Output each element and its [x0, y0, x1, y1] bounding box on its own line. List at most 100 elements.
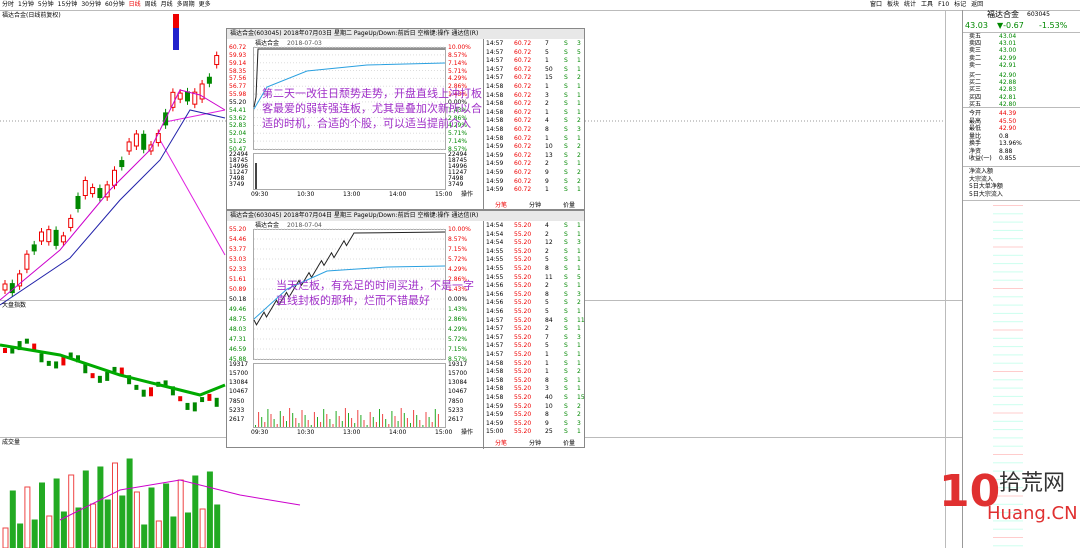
trade-cell: S [564, 48, 568, 56]
trade-cell: 60.72 [514, 91, 532, 99]
menu-item[interactable]: 统计 [904, 1, 917, 8]
tick-row [993, 238, 1023, 240]
vol-bar [366, 425, 368, 427]
tick-row [993, 329, 1023, 331]
tab[interactable]: 月线 [160, 1, 173, 8]
trade-cell: 60.72 [514, 134, 532, 142]
trade-cell: 2 [577, 177, 581, 185]
trade-cell: 2 [577, 143, 581, 151]
vol-bar [298, 423, 300, 427]
trade-cell: 14:57 [486, 325, 504, 333]
trade-cell: 55.20 [514, 273, 532, 281]
volume-tick: 10467 [229, 388, 249, 396]
trade-cell: 3 [577, 239, 581, 247]
trade-cell: 1 [577, 100, 581, 108]
trade-cell: 4 [545, 117, 549, 125]
tick-row [993, 296, 1023, 298]
main-title: 福达合金(日线前复权) [2, 12, 61, 19]
trade-cell: 1 [577, 282, 581, 290]
tab[interactable]: 30分钟 [81, 1, 101, 8]
pct-tick: 1.43% [448, 306, 468, 313]
trade-cell: 1 [577, 108, 581, 116]
tick-row [993, 520, 1023, 522]
volume-tick: 7850 [229, 397, 245, 405]
book-label: 买四 [969, 93, 982, 101]
trade-cell: S [564, 282, 568, 290]
price-tick: 60.72 [229, 44, 247, 51]
trade-cell: 14:58 [486, 368, 504, 376]
pct-tick: 1.43% [448, 106, 468, 114]
candle [75, 195, 81, 209]
pct-tick: 0.00% [448, 98, 468, 106]
vol-bar [335, 411, 337, 427]
stat-value: 42.90 [999, 125, 1017, 132]
vol-bar [388, 424, 390, 427]
book-label: 买三 [969, 86, 982, 94]
stat-label: 收益(一) [969, 155, 992, 162]
book-label: 卖二 [969, 54, 982, 62]
price-tick: 50.47 [229, 146, 247, 153]
trade-cell: S [564, 256, 568, 264]
pct-tick: 5.72% [448, 256, 468, 263]
vol-bar [301, 410, 303, 427]
tab[interactable]: 1分钟 [18, 1, 34, 8]
menu-item[interactable]: 标记 [954, 1, 967, 8]
price-line [253, 48, 445, 108]
candle [2, 283, 8, 291]
price-tick: 59.93 [229, 51, 247, 59]
tick-row [993, 304, 1023, 306]
trade-cell: 14:58 [486, 394, 504, 401]
trade-cell: 60.72 [514, 169, 532, 176]
vol-bar [261, 417, 263, 427]
trade-cell: 5 [545, 48, 549, 56]
trade-cell: 2 [545, 325, 549, 333]
menu-item[interactable]: 窗口 [870, 1, 883, 8]
vol-bar [357, 410, 359, 427]
list-tab: 分笔 [495, 202, 508, 209]
index-candle [200, 397, 205, 403]
trade-cell: 60.72 [514, 40, 532, 47]
time-tick: 10:30 [297, 191, 315, 198]
index-candle [39, 353, 44, 363]
menu-item[interactable]: 板块 [887, 1, 900, 8]
price-tick: 51.25 [229, 138, 247, 146]
menu-item[interactable]: F10 [938, 1, 950, 8]
vol-bar [279, 411, 281, 427]
vol-bar [295, 418, 297, 427]
price-tick: 54.46 [229, 236, 247, 243]
menu-item[interactable]: 工具 [921, 1, 934, 8]
tab[interactable]: 分时 [2, 1, 15, 8]
trade-cell: 14:58 [486, 359, 504, 367]
tab[interactable]: 周线 [144, 1, 157, 8]
index-candle [214, 397, 219, 407]
index-candle [17, 341, 22, 351]
trade-cell: 2 [577, 151, 581, 159]
volume-bar [155, 520, 162, 548]
pct-tick: 8.57% [448, 146, 468, 153]
tick-row [993, 354, 1023, 356]
vol-bar [379, 409, 380, 427]
intraday-chart [253, 221, 484, 449]
time-tick: 13:00 [343, 429, 361, 436]
vol-bar [425, 412, 427, 427]
tab[interactable]: 多周期 [176, 1, 195, 8]
tab[interactable]: 60分钟 [104, 1, 125, 8]
book-label: 买一 [969, 72, 982, 79]
tab[interactable]: 日线 [128, 1, 141, 8]
tab[interactable]: 5分钟 [37, 1, 54, 8]
trade-cell: 14:57 [486, 65, 504, 73]
price-tick: 45.88 [229, 356, 247, 363]
index-candle [90, 373, 95, 379]
volume-bar [9, 490, 16, 548]
tick-row [993, 454, 1023, 455]
trade-cell: S [564, 239, 568, 247]
tab[interactable]: 更多 [198, 1, 211, 8]
candle [199, 83, 205, 100]
trade-cell: S [564, 117, 568, 125]
ma-line [0, 109, 226, 306]
index-candle [127, 375, 132, 385]
price-tick: 55.20 [229, 226, 247, 233]
menu-item[interactable]: 返回 [971, 1, 984, 8]
tab[interactable]: 15分钟 [57, 1, 78, 8]
vol-bar [258, 412, 260, 427]
